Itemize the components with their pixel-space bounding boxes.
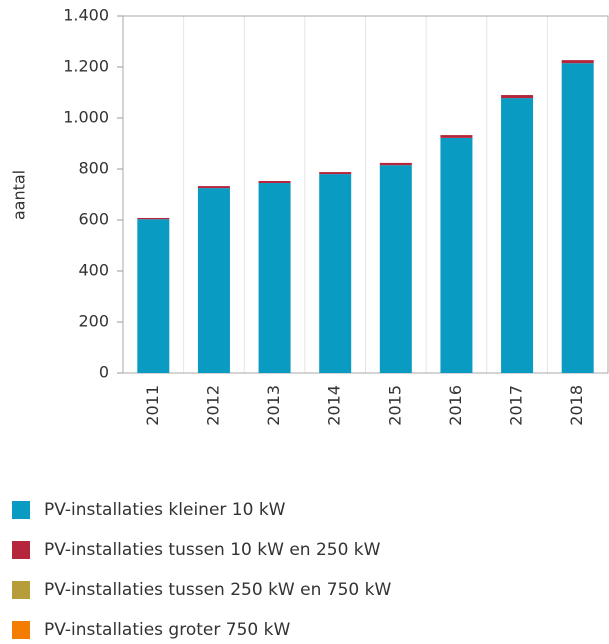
x-tick-label: 2014: [325, 385, 344, 426]
bar-segment: [561, 60, 594, 64]
x-tick-label: 2012: [203, 385, 222, 426]
bar-segment: [561, 63, 594, 374]
y-axis-label: aantal: [10, 170, 29, 220]
plot-frame: [122, 15, 609, 374]
x-tick-label: 2017: [507, 385, 526, 426]
y-tick-label: 1.400: [63, 6, 109, 25]
bar-segment: [258, 183, 291, 373]
legend-swatch: [12, 581, 30, 599]
y-tick-label: 400: [78, 261, 109, 280]
x-tick-label: 2016: [446, 385, 465, 426]
y-tick-label: 1.200: [63, 57, 109, 76]
legend-swatch: [12, 621, 30, 639]
y-tick-label: 600: [78, 210, 109, 229]
bar-segment: [501, 95, 534, 99]
bar-segment: [501, 98, 534, 374]
bar-segment: [319, 174, 352, 373]
bar-segment: [440, 135, 473, 138]
legend-swatch: [12, 541, 30, 559]
legend-label: PV-installaties kleiner 10 kW: [44, 500, 286, 520]
y-tick-label: 0: [99, 363, 109, 382]
y-tick-label: 1.000: [63, 108, 109, 127]
x-tick-label: 2015: [385, 385, 404, 426]
y-tick-label: 200: [78, 312, 109, 331]
y-tick-label: 800: [78, 159, 109, 178]
bar-segment: [137, 217, 170, 220]
legend-label: PV-installaties tussen 250 kW en 750 kW: [44, 580, 391, 600]
bar-segment: [379, 162, 412, 166]
x-tick-label: 2011: [143, 385, 162, 426]
bar-segment: [197, 186, 230, 189]
bar-segment: [258, 180, 291, 184]
bar-segment: [379, 165, 412, 373]
bar-segment: [440, 137, 473, 373]
bar-segment: [137, 219, 170, 373]
legend-label: PV-installaties groter 750 kW: [44, 620, 290, 640]
legend-swatch: [12, 501, 30, 519]
bar-segment: [319, 172, 352, 175]
legend-label: PV-installaties tussen 10 kW en 250 kW: [44, 540, 381, 560]
x-tick-label: 2013: [264, 385, 283, 426]
bar-segment: [197, 188, 230, 373]
x-tick-label: 2018: [567, 385, 586, 426]
